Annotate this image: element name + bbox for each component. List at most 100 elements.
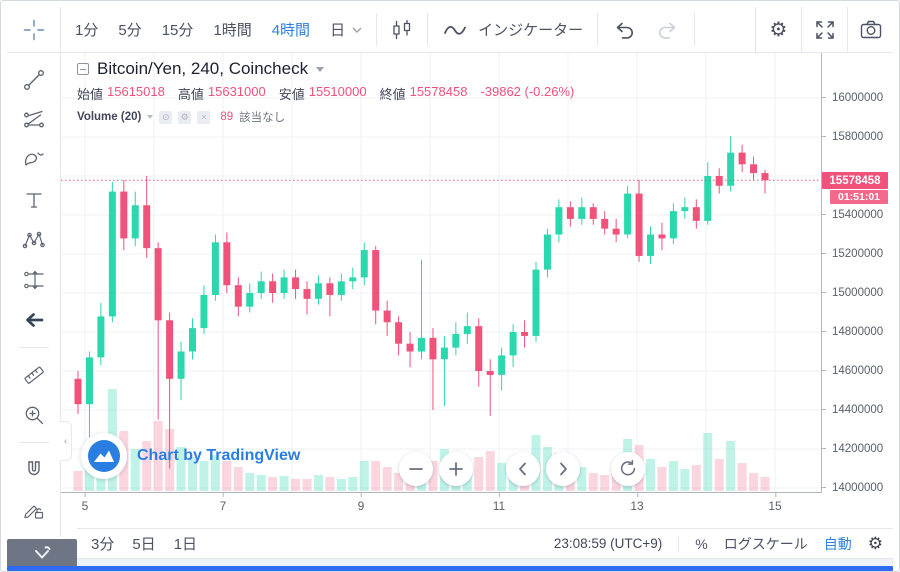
wave-icon [444, 25, 466, 35]
time-axis-label: 7 [219, 493, 227, 513]
symbol-title-button[interactable]: Bitcoin/Yen, 240, Coincheck [77, 59, 574, 79]
auto-scale-button[interactable]: 自動 [823, 535, 852, 552]
eye-icon[interactable]: ⊙ [159, 110, 173, 124]
tradingview-attribution[interactable]: Chart by TradingView [81, 433, 300, 479]
forecast-tool[interactable] [17, 263, 51, 297]
clock[interactable]: 23:08:59 (UTC+9) [553, 536, 663, 551]
pitchfork-icon [23, 110, 44, 128]
price-axis[interactable]: 15578458 01:51:01 16000000 15800000 154000… [821, 53, 893, 494]
log-scale-button[interactable]: ログスケール [723, 535, 808, 552]
volume-bar [348, 477, 358, 491]
percent-scale-button[interactable]: % [695, 535, 708, 552]
trend-line-tool[interactable] [17, 63, 51, 97]
candle-body [74, 378, 82, 405]
timeframe-1m[interactable]: 1分 [75, 22, 99, 39]
ruler-icon [23, 366, 44, 384]
back-arrow-tool[interactable] [17, 303, 51, 337]
xabcd-pattern-icon [22, 231, 45, 249]
volume-bar [302, 479, 312, 491]
candle-body [337, 281, 345, 295]
legend-collapse-icon[interactable] [77, 63, 89, 75]
zoom-in-button[interactable] [439, 452, 473, 486]
lock-drawings-tool[interactable] [17, 493, 51, 527]
crosshair-tool-button[interactable] [7, 7, 61, 52]
volume-bar [291, 479, 301, 491]
chart-plot[interactable]: Bitcoin/Yen, 240, Coincheck 始値 15615018 高… [61, 53, 823, 493]
brush-tool[interactable] [17, 143, 51, 177]
ohlc-row: 始値 15615018 高値 15631000 安値 15510000 終値 15578… [77, 84, 574, 103]
volume-label[interactable]: Volume (20) [77, 111, 142, 123]
indicators-label: インジケーター [478, 22, 584, 39]
fullscreen-button[interactable] [801, 7, 847, 52]
range-preset-1[interactable]: 3分 [91, 536, 115, 553]
candle-body [166, 320, 174, 379]
candle-body [120, 191, 128, 239]
candle-body [589, 207, 597, 219]
candle-body [314, 283, 322, 299]
measure-tool[interactable] [17, 358, 51, 392]
candle-body [612, 228, 620, 235]
xabcd-pattern-tool[interactable] [17, 223, 51, 257]
zoom-out-button[interactable] [399, 452, 433, 486]
time-axis[interactable]: 5 7 9 11 13 15 [61, 493, 893, 521]
current-price-label: 15578458 [822, 172, 888, 189]
candle-body [429, 337, 437, 360]
toolbar-separator [694, 13, 696, 46]
volume-na-text: 該当なし [239, 112, 286, 124]
volume-bar [646, 459, 655, 491]
candlestick-chart[interactable] [61, 53, 823, 493]
close-value: 15578458 [409, 84, 468, 99]
gear-icon: ⚙ [867, 534, 883, 553]
candle-body [372, 250, 380, 311]
tradingview-logo[interactable] [81, 433, 127, 479]
symbol-header: Bitcoin/Yen, 240, Coincheck 始値 15615018 高… [77, 59, 574, 125]
candlestick-style-icon [393, 19, 411, 39]
timeframe-5m[interactable]: 5分 [118, 22, 142, 39]
candle-body [246, 293, 254, 307]
scroll-right-button[interactable] [546, 452, 580, 486]
sidebar-collapse-handle[interactable]: ‹ [60, 421, 72, 461]
candle-body [234, 285, 242, 307]
candle-body [555, 207, 563, 235]
chevron-right-icon [560, 462, 567, 476]
timeframe-4h[interactable]: 4時間 [271, 22, 311, 39]
gear-icon[interactable]: ⚙ [178, 110, 192, 124]
zoom-in-tool[interactable] [17, 398, 51, 432]
redo-button[interactable] [654, 17, 680, 43]
timeframe-15m[interactable]: 15分 [161, 22, 194, 39]
scroll-left-button[interactable] [506, 452, 540, 486]
range-preset-2[interactable]: 5日 [132, 536, 156, 553]
candle-body [418, 337, 425, 352]
chevron-left-icon [519, 462, 526, 476]
range-preset-3[interactable]: 1日 [173, 536, 198, 553]
chart-style-button[interactable] [377, 7, 427, 52]
chevron-down-icon[interactable] [147, 115, 154, 119]
close-icon[interactable]: × [197, 110, 211, 124]
axis-settings-button[interactable]: ⚙ [868, 535, 883, 552]
volume-bar [577, 467, 587, 491]
price-axis-label: 16000000 [822, 92, 893, 104]
bar-countdown-label: 01:51:01 [830, 190, 888, 204]
candle-body [566, 207, 574, 219]
text-tool[interactable] [17, 183, 51, 217]
magnet-tool[interactable] [17, 453, 51, 487]
interval-dropdown[interactable]: 日 [330, 19, 362, 40]
price-axis-label: 14600000 [822, 365, 893, 377]
volume-legend: Volume (20) ⊙ ⚙ × 89 該当なし [77, 109, 574, 125]
toolbar-separator [597, 13, 599, 46]
pencil-lock-icon [23, 505, 43, 519]
crosshair-icon [23, 19, 44, 40]
volume-bar [142, 441, 152, 491]
candle-body [475, 326, 483, 371]
attribution-text[interactable]: Chart by TradingView [137, 447, 301, 464]
drawing-panel-toggle-button[interactable] [7, 539, 77, 567]
indicators-button[interactable]: インジケーター [428, 7, 597, 52]
reset-chart-button[interactable] [611, 452, 645, 486]
timeframe-1h[interactable]: 1時間 [213, 22, 252, 39]
snapshot-button[interactable] [847, 7, 893, 52]
undo-button[interactable] [612, 17, 638, 43]
pitchfork-tool[interactable] [17, 103, 51, 137]
arrow-left-icon [25, 313, 43, 327]
volume-bar [188, 457, 197, 491]
settings-button[interactable]: ⚙ [755, 7, 801, 52]
